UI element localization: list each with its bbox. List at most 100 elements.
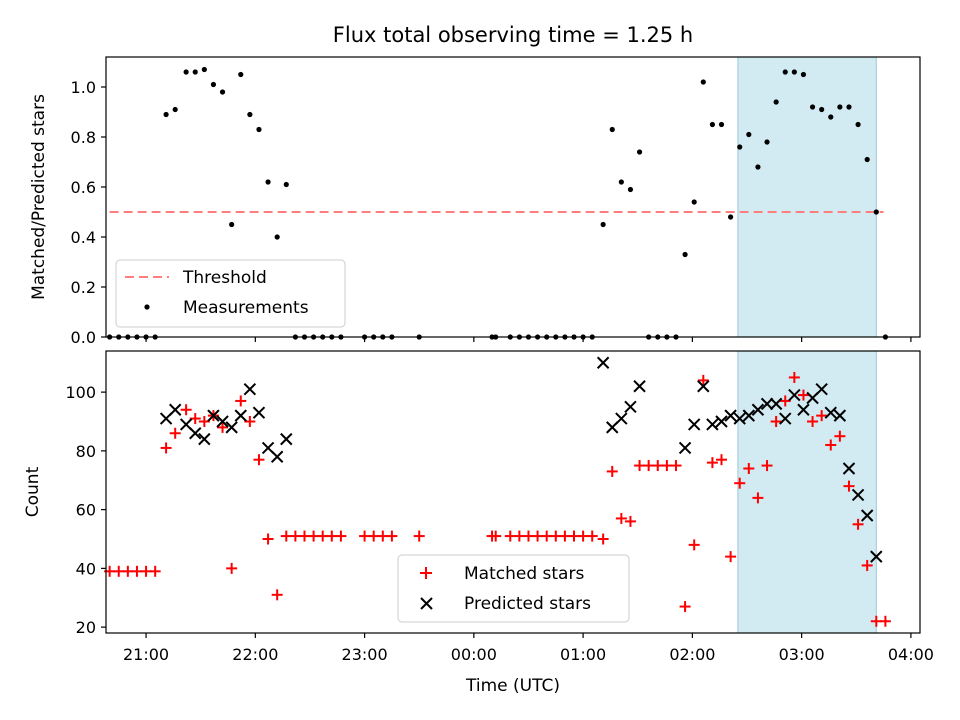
top-ytick-label: 0.4: [71, 228, 96, 247]
measurement-point: [773, 99, 779, 105]
predicted-star-point: [842, 462, 856, 475]
measurement-point: [265, 179, 271, 185]
matched-star-point: [770, 416, 782, 427]
matched-star-point: [597, 533, 609, 545]
measurement-point: [609, 126, 615, 133]
x-tick-label: 21:00: [123, 645, 169, 664]
measurement-point: [256, 126, 262, 133]
matched-star-point: [160, 442, 172, 454]
measurement-point: [828, 114, 834, 120]
matched-star-point: [253, 454, 265, 466]
legend-predicted-swatch: [420, 597, 433, 610]
measurement-point: [837, 104, 843, 110]
matched-star-point: [716, 454, 728, 466]
top-panel: 0.0 0.2 0.4 0.6 0.8 1.0 Matched/Predicted sta…: [29, 56, 921, 347]
matched-star-point: [180, 404, 192, 416]
measurement-point: [183, 69, 189, 75]
matched-star-point: [825, 439, 837, 451]
predicted-star-point: [860, 509, 874, 522]
measurement-point: [283, 181, 289, 188]
measurement-point: [618, 179, 624, 185]
highlight-span-bottom: [737, 350, 877, 634]
matched-star-point: [752, 492, 764, 504]
matched-star-point: [586, 530, 598, 542]
matched-star-point: [725, 551, 737, 563]
x-tick-label: 22:00: [232, 645, 278, 664]
matched-star-point: [189, 413, 201, 425]
legend-box-bottom: [397, 554, 630, 623]
measurement-point: [691, 199, 697, 205]
matched-star-point: [816, 410, 828, 422]
matched-star-point: [386, 530, 398, 542]
x-ticks-bottom: 21:00 22:00 23:00 00:00 01:00 02:00 03:00 04:00: [123, 633, 934, 664]
chart-title: Flux total observing time = 1.25 h: [333, 23, 693, 47]
matched-star-point: [169, 427, 181, 439]
measurement-point: [172, 106, 178, 113]
bottom-ytick-label: 80: [76, 442, 96, 461]
legend-box-top: [115, 259, 346, 328]
predicted-star-point: [824, 406, 837, 419]
matched-star-point: [734, 477, 746, 489]
matched-star-point: [743, 463, 755, 474]
predicted-stars-points: [159, 356, 883, 563]
matched-star-point: [262, 533, 274, 545]
predicted-star-point: [769, 397, 783, 411]
matched-star-point: [761, 460, 773, 472]
predicted-star-point: [189, 427, 202, 440]
x-tick-label: 00:00: [451, 645, 497, 664]
matched-star-point: [861, 559, 873, 571]
predicted-star-point: [733, 412, 746, 425]
x-tick-label: 03:00: [779, 645, 825, 664]
measurement-point: [873, 209, 879, 215]
top-ytick-label: 1.0: [71, 78, 96, 97]
legend-matched-label: Matched stars: [464, 564, 584, 584]
y-ticks-bottom: 20 40 60 80 100: [65, 383, 106, 637]
matched-star-point: [679, 601, 691, 613]
highlight-span-top: [737, 56, 877, 338]
measurement-point: [819, 106, 825, 113]
bottom-ytick-label: 60: [76, 501, 96, 520]
legend-top: Threshold Measurements: [115, 259, 346, 328]
matched-star-point: [779, 395, 791, 407]
measurement-point: [163, 111, 169, 118]
measurement-point: [229, 221, 235, 228]
legend-threshold-label: Threshold: [182, 268, 267, 288]
predicted-star-point: [633, 380, 646, 393]
measurement-point: [809, 104, 816, 110]
measurement-point: [636, 149, 643, 155]
measurement-point: [791, 69, 797, 75]
bottom-axes-frame: [105, 350, 921, 634]
y-axis-label-bottom: Count: [23, 466, 43, 517]
matched-star-point: [788, 371, 800, 383]
predicted-star-point: [225, 421, 238, 434]
matched-star-point: [706, 457, 718, 469]
measurement-point: [274, 234, 280, 240]
matched-star-point: [149, 565, 161, 577]
matched-star-point: [688, 539, 700, 551]
predicted-star-point: [870, 550, 883, 563]
y-axis-label-top: Matched/Predicted stars: [29, 94, 49, 300]
matched-star-point: [490, 530, 502, 542]
predicted-star-point: [678, 441, 692, 455]
legend-matched-swatch: [420, 567, 432, 579]
predicted-star-point: [851, 488, 865, 502]
predicted-star-point: [280, 432, 293, 446]
x-tick-label: 04:00: [888, 645, 934, 664]
predicted-star-point: [715, 415, 728, 428]
predicted-star-point: [216, 415, 229, 428]
measurement-point: [782, 69, 788, 75]
matched-star-point: [606, 465, 618, 477]
predicted-star-point: [706, 418, 719, 431]
measurement-point: [737, 144, 743, 150]
matched-star-point: [244, 416, 256, 427]
predicted-star-point: [687, 418, 701, 431]
measurement-point: [864, 156, 870, 163]
predicted-star-point: [207, 409, 220, 422]
matched-star-point: [271, 589, 283, 601]
measurement-point: [800, 71, 807, 78]
predicted-star-point: [779, 412, 792, 425]
predicted-star-point: [624, 400, 637, 414]
measurement-point: [247, 111, 253, 118]
top-ytick-label: 0.2: [71, 278, 96, 297]
predicted-star-point: [760, 397, 774, 411]
